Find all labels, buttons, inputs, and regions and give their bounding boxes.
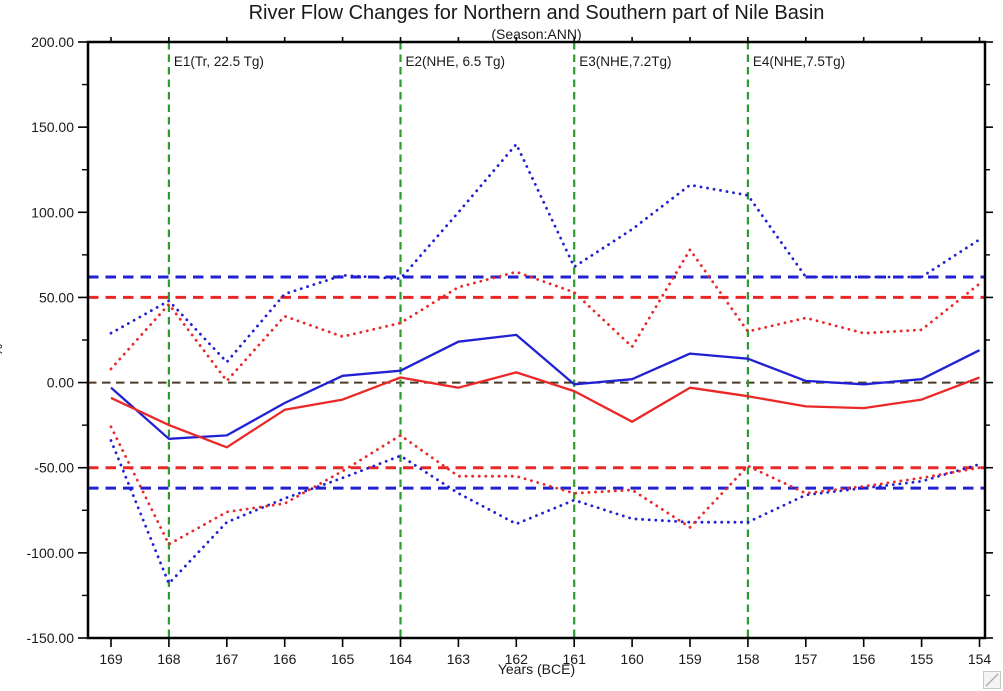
series-red-solid-mean (110, 371, 980, 449)
x-tick-label: 165 (331, 651, 355, 667)
y-tick-label: 200.00 (31, 34, 74, 50)
event-label: E3(NHE,7.2Tg) (579, 54, 671, 69)
y-tick-label: 0.00 (47, 375, 74, 391)
plot-border (86, 40, 987, 640)
x-tick-label: 157 (794, 651, 818, 667)
x-tick-label: 166 (273, 651, 297, 667)
event-label: E1(Tr, 22.5 Tg) (174, 54, 264, 69)
y-tick-label: 50.00 (39, 289, 74, 305)
x-tick-label: 161 (563, 651, 587, 667)
event-label: E2(NHE, 6.5 Tg) (406, 54, 506, 69)
x-tick-label: 162 (505, 651, 529, 667)
series-red-dotted-upper-envelope (109, 247, 981, 384)
y-tick-label: -150.00 (27, 630, 75, 646)
x-tick-label: 167 (215, 651, 239, 667)
x-tick-label: 158 (736, 651, 760, 667)
x-axis-label: Years (BCE) (497, 661, 576, 677)
x-tick-label: 164 (389, 651, 413, 667)
x-tick-label: 159 (678, 651, 702, 667)
resize-handle-icon[interactable] (983, 671, 1001, 689)
y-tick-label: -100.00 (27, 545, 75, 561)
event-label: E4(NHE,7.5Tg) (753, 54, 845, 69)
x-tick-label: 168 (157, 651, 181, 667)
y-tick-label: 150.00 (31, 119, 74, 135)
y-tick-label: -50.00 (34, 460, 74, 476)
y-tick-label: 100.00 (31, 204, 74, 220)
x-tick-label: 155 (910, 651, 934, 667)
series-red-dotted-lower-envelope (109, 425, 981, 547)
x-tick-label: 163 (447, 651, 471, 667)
chart-title: River Flow Changes for Northern and Sout… (248, 2, 825, 24)
series-blue-dotted-lower-envelope (109, 439, 981, 587)
x-tick-label: 160 (620, 651, 644, 667)
series-blue-solid-mean (110, 333, 981, 440)
chart-subtitle: (Season:ANN) (491, 26, 582, 42)
x-tick-label: 154 (968, 651, 992, 667)
x-tick-label: 169 (99, 651, 123, 667)
x-tick-label: 156 (852, 651, 876, 667)
